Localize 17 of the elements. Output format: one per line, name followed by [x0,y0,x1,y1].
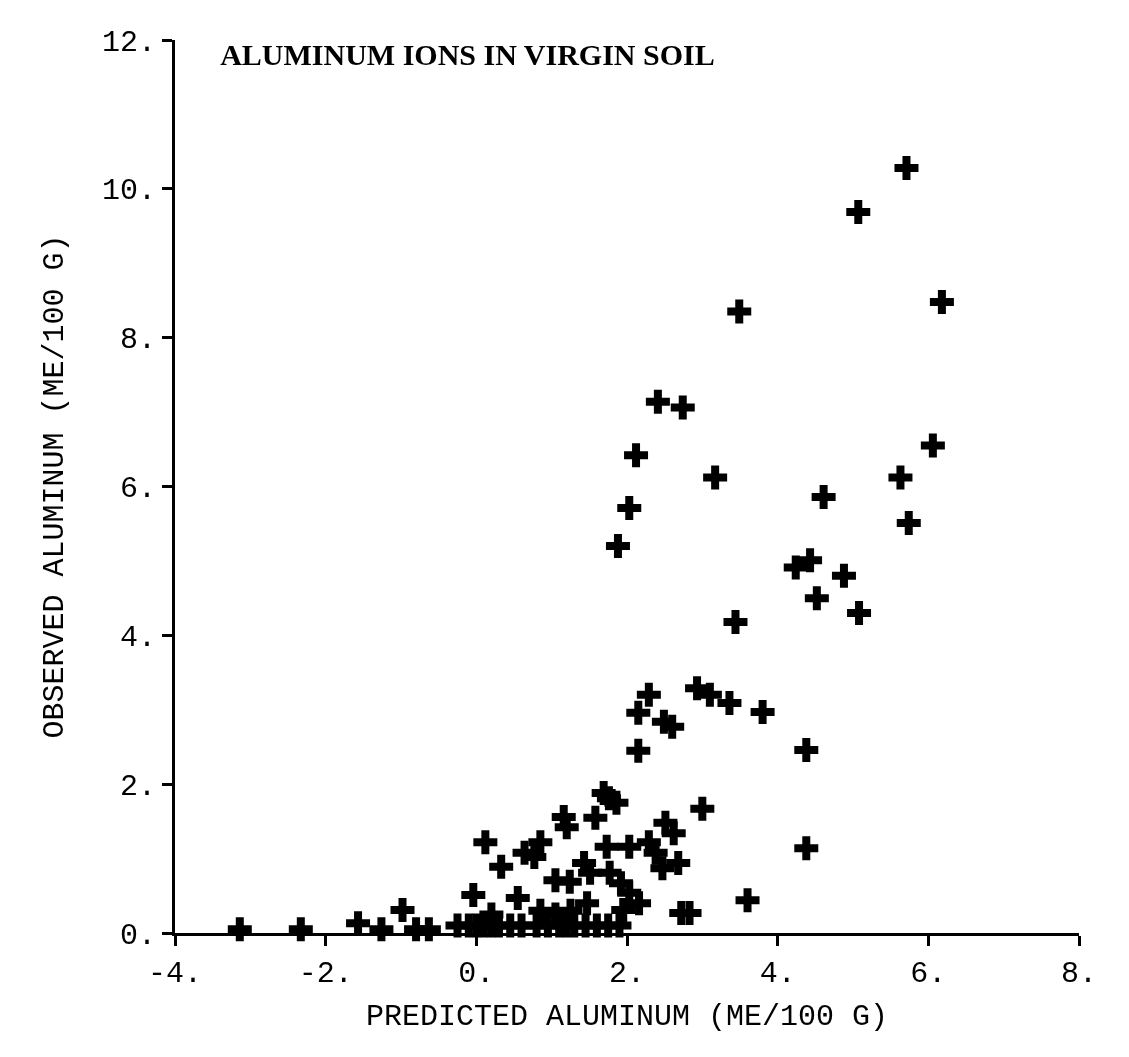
y-tick-label: 12. [101,25,156,60]
y-tick-label: 8. [119,323,156,358]
y-tick-label: 6. [119,472,156,506]
y-axis-title: OBSERVED ALUMINUM (ME/100 G) [37,234,72,739]
x-tick-label: 0. [458,957,495,991]
y-tick-label: 2. [119,769,156,804]
y-tick-label: 4. [119,620,156,655]
x-tick-label: -2. [298,957,353,991]
x-axis-title: PREDICTED ALUMINUM (ME/100 G) [365,999,889,1034]
x-tick-label: 2. [608,957,646,991]
x-tick-label: 8. [1060,957,1098,991]
y-tick-label: 10. [101,174,156,209]
x-tick-label: -4. [147,957,203,991]
chart-title: ALUMINUM IONS IN VIRGIN SOIL [220,38,715,72]
y-tick-label: 0. [119,918,156,953]
x-tick-label: 4. [759,957,796,991]
x-tick-label: 6. [910,957,947,991]
